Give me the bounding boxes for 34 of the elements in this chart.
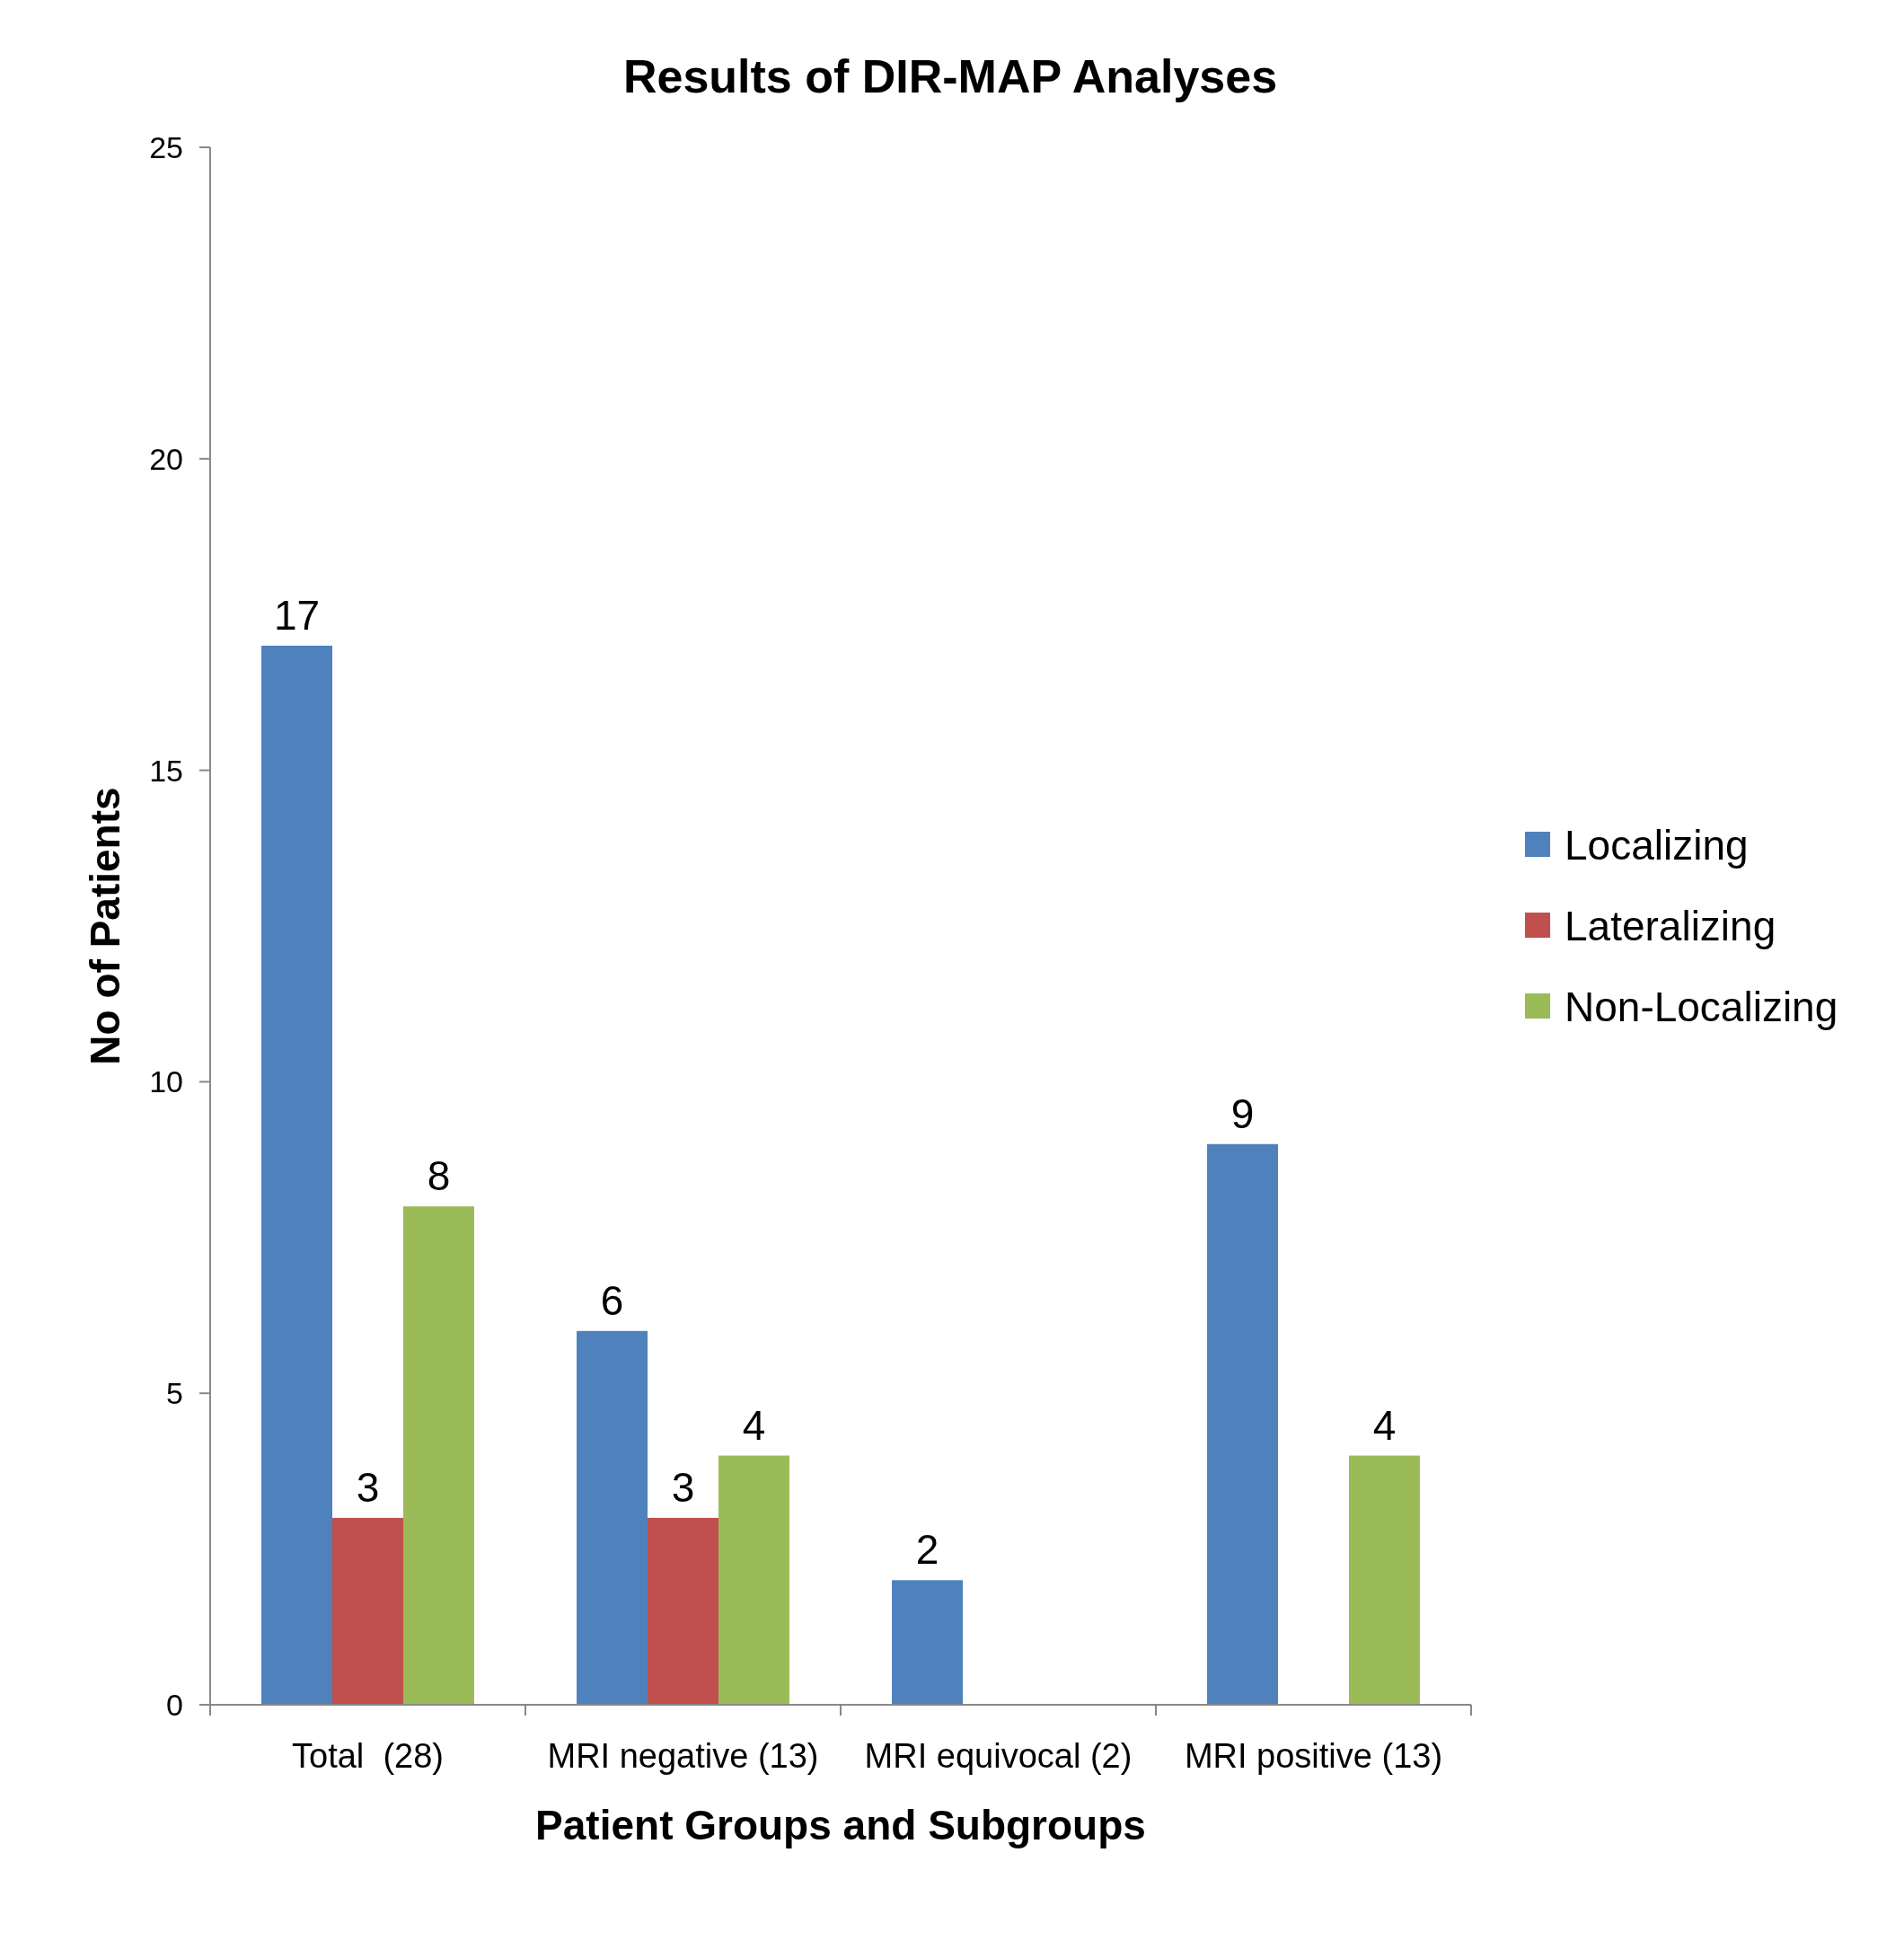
data-label: 17	[273, 591, 321, 639]
data-label: 6	[600, 1276, 624, 1324]
x-tick-label: Total (28)	[292, 1737, 444, 1775]
bar	[332, 1517, 403, 1705]
data-label: 3	[671, 1463, 695, 1511]
legend-label: Non-Localizing	[1565, 984, 1838, 1031]
data-label: 3	[356, 1463, 380, 1511]
x-tick-label: MRI equivocal (2)	[864, 1737, 1133, 1775]
y-tick-label: 15	[149, 753, 183, 788]
bar	[1207, 1143, 1279, 1705]
y-tick-label: 0	[166, 1687, 183, 1722]
y-axis-title: No of Patients	[82, 787, 128, 1065]
data-label: 2	[915, 1526, 939, 1574]
x-tick-label: MRI negative (13)	[547, 1737, 819, 1775]
bar	[402, 1206, 474, 1705]
data-label: 4	[1372, 1401, 1397, 1449]
data-label: 8	[427, 1152, 451, 1200]
y-tick-label: 5	[166, 1376, 183, 1411]
bar	[718, 1455, 789, 1705]
y-tick-label: 10	[149, 1064, 183, 1099]
x-axis-title: Patient Groups and Subgroups	[535, 1802, 1146, 1848]
legend-label: Localizing	[1565, 822, 1749, 869]
data-label: 4	[742, 1401, 766, 1449]
bar	[1348, 1455, 1420, 1705]
legend-label: Lateralizing	[1565, 903, 1776, 950]
bar	[648, 1517, 718, 1705]
bar	[577, 1330, 648, 1705]
y-tick-label: 25	[149, 129, 183, 164]
y-tick-label: 20	[149, 441, 183, 476]
data-label: 9	[1230, 1090, 1255, 1137]
chart-title: Results of DIR-MAP Analyses	[622, 50, 1278, 102]
bar	[892, 1580, 964, 1705]
bar	[261, 645, 333, 1705]
x-tick-label: MRI positive (13)	[1184, 1737, 1443, 1775]
